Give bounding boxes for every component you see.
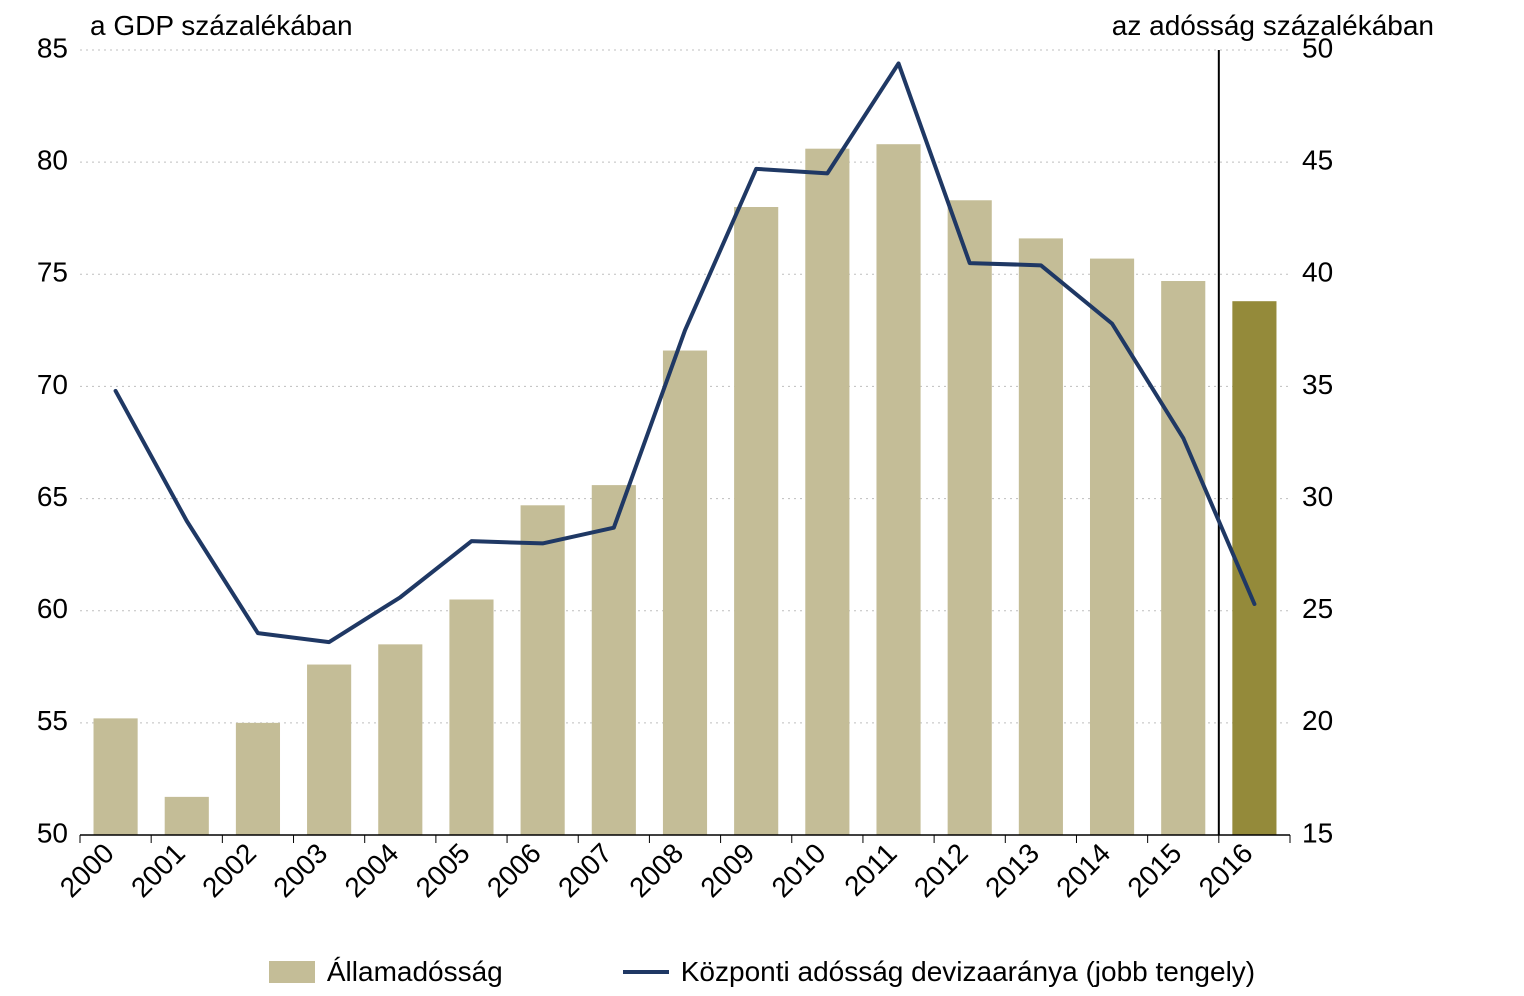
bar [165, 797, 209, 835]
chart-container: a GDP százalékában az adósság százalékáb… [0, 0, 1524, 996]
bar [378, 644, 422, 835]
legend-swatch-line [623, 970, 669, 974]
y-right-tick: 15 [1302, 817, 1333, 848]
bar [663, 351, 707, 835]
y-right-tick: 25 [1302, 593, 1333, 624]
y-left-tick: 60 [37, 593, 68, 624]
bar [948, 200, 992, 835]
chart-svg: 5055606570758085152025303540455020002001… [0, 0, 1524, 996]
legend-label-bar: Államadósság [327, 956, 503, 988]
bar [449, 600, 493, 836]
x-tick-label: 2015 [1122, 837, 1188, 903]
x-tick-label: 2012 [908, 837, 974, 903]
bar [734, 207, 778, 835]
bar [876, 144, 920, 835]
bar [307, 665, 351, 835]
y-left-tick: 65 [37, 481, 68, 512]
legend-item-line: Központi adósság devizaaránya (jobb teng… [623, 956, 1255, 988]
bar [805, 149, 849, 835]
bar [236, 723, 280, 835]
x-tick-label: 2008 [623, 837, 689, 903]
x-tick-label: 2014 [1050, 837, 1116, 903]
x-tick-label: 2005 [410, 837, 476, 903]
x-tick-label: 2007 [552, 837, 618, 903]
legend-label-line: Központi adósság devizaaránya (jobb teng… [681, 956, 1255, 988]
x-tick-label: 2001 [125, 837, 191, 903]
y-left-tick: 75 [37, 257, 68, 288]
bar [521, 505, 565, 835]
x-tick-label: 2013 [979, 837, 1045, 903]
x-tick-label: 2002 [196, 837, 262, 903]
y-left-tick: 70 [37, 369, 68, 400]
y-left-tick: 80 [37, 145, 68, 176]
x-tick-label: 2016 [1193, 837, 1259, 903]
y-right-tick: 30 [1302, 481, 1333, 512]
x-tick-label: 2006 [481, 837, 547, 903]
x-tick-label: 2009 [694, 837, 760, 903]
x-tick-label: 2011 [838, 837, 903, 902]
x-tick-label: 2004 [339, 837, 405, 903]
y-right-tick: 50 [1302, 32, 1333, 63]
bar [1019, 238, 1063, 835]
y-left-tick: 50 [37, 817, 68, 848]
y-right-tick: 20 [1302, 705, 1333, 736]
bar [592, 485, 636, 835]
bar [94, 718, 138, 835]
x-tick-label: 2003 [267, 837, 333, 903]
legend-item-bar: Államadósság [269, 956, 503, 988]
y-right-tick: 35 [1302, 369, 1333, 400]
legend: Államadósság Központi adósság devizaarán… [0, 956, 1524, 988]
y-left-tick: 85 [37, 32, 68, 63]
legend-swatch-bar [269, 961, 315, 983]
bar [1161, 281, 1205, 835]
y-right-tick: 40 [1302, 257, 1333, 288]
y-right-tick: 45 [1302, 145, 1333, 176]
x-tick-label: 2010 [766, 837, 832, 903]
y-left-tick: 55 [37, 705, 68, 736]
